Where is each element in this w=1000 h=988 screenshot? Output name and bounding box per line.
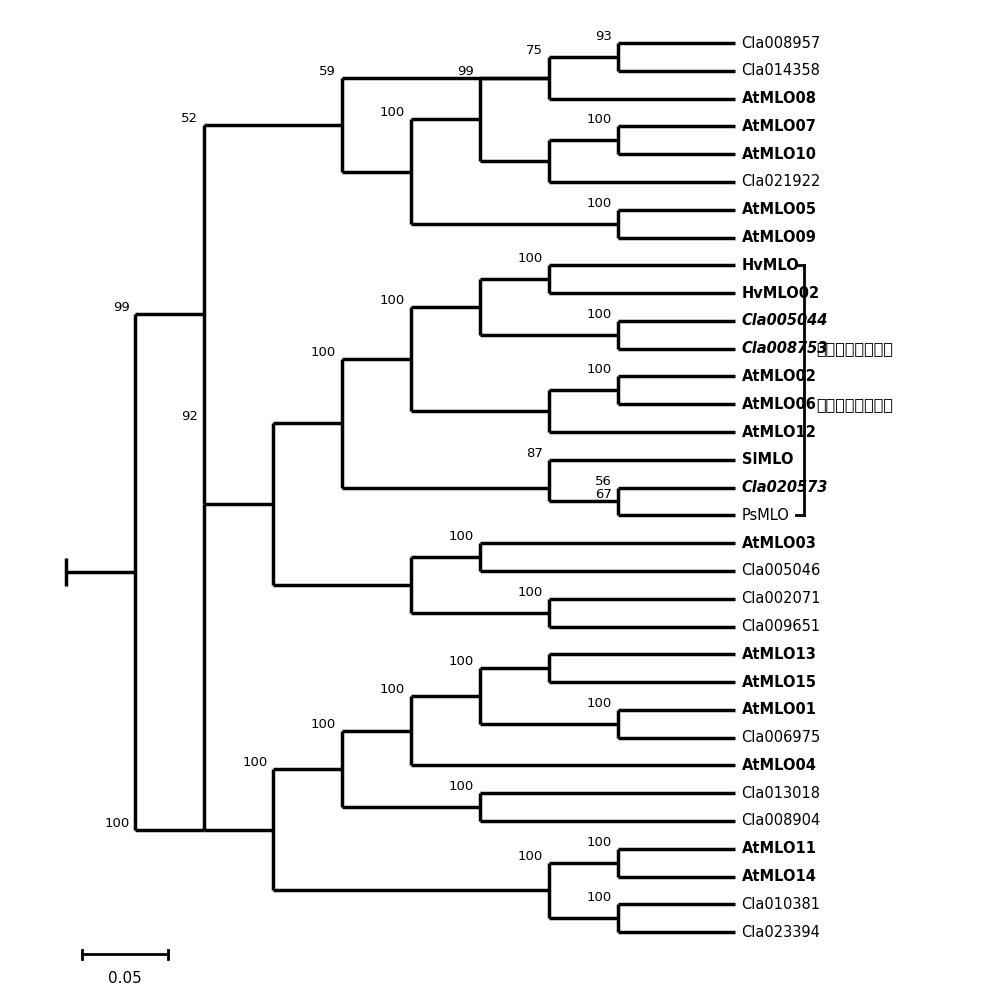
Text: 93: 93 (595, 30, 612, 43)
Text: 99: 99 (113, 301, 129, 314)
Text: AtMLO14: AtMLO14 (742, 869, 816, 884)
Text: 100: 100 (380, 294, 405, 307)
Text: AtMLO05: AtMLO05 (742, 203, 817, 217)
Text: 抗病基因特异区组: 抗病基因特异区组 (816, 397, 893, 412)
Text: 100: 100 (311, 717, 336, 731)
Text: HvMLO: HvMLO (742, 258, 799, 273)
Text: Cla006975: Cla006975 (742, 730, 821, 745)
Text: PsMLO: PsMLO (742, 508, 789, 523)
Text: 100: 100 (587, 114, 612, 126)
Text: AtMLO06: AtMLO06 (742, 397, 816, 412)
Text: AtMLO10: AtMLO10 (742, 146, 817, 162)
Text: Cla014358: Cla014358 (742, 63, 820, 78)
Text: Cla002071: Cla002071 (742, 591, 821, 607)
Text: 100: 100 (449, 531, 474, 543)
Text: 100: 100 (104, 817, 129, 830)
Text: AtMLO11: AtMLO11 (742, 841, 817, 857)
Text: Cla009651: Cla009651 (742, 619, 821, 634)
Text: 100: 100 (380, 107, 405, 120)
Text: 0.05: 0.05 (108, 971, 142, 986)
Text: AtMLO02: AtMLO02 (742, 369, 816, 384)
Text: AtMLO15: AtMLO15 (742, 675, 817, 690)
Text: Cla008957: Cla008957 (742, 36, 821, 50)
Text: 100: 100 (242, 756, 267, 769)
Text: 双子叶植物白粉病: 双子叶植物白粉病 (816, 341, 893, 356)
Text: AtMLO12: AtMLO12 (742, 425, 816, 440)
Text: AtMLO09: AtMLO09 (742, 230, 816, 245)
Text: 100: 100 (449, 655, 474, 668)
Text: AtMLO08: AtMLO08 (742, 91, 817, 106)
Text: Cla008753: Cla008753 (742, 341, 828, 356)
Text: 100: 100 (311, 346, 336, 359)
Text: 100: 100 (380, 683, 405, 696)
Text: AtMLO13: AtMLO13 (742, 647, 816, 662)
Text: 100: 100 (587, 891, 612, 904)
Text: Cla005044: Cla005044 (742, 313, 828, 328)
Text: 100: 100 (518, 850, 543, 863)
Text: 100: 100 (518, 586, 543, 599)
Text: Cla023394: Cla023394 (742, 925, 820, 940)
Text: 75: 75 (526, 43, 543, 57)
Text: AtMLO04: AtMLO04 (742, 758, 816, 773)
Text: 56: 56 (595, 474, 612, 488)
Text: Cla008904: Cla008904 (742, 813, 821, 829)
Text: 59: 59 (319, 65, 336, 78)
Text: 100: 100 (587, 836, 612, 849)
Text: 87: 87 (526, 447, 543, 459)
Text: Cla013018: Cla013018 (742, 785, 821, 800)
Text: 100: 100 (587, 364, 612, 376)
Text: SlMLO: SlMLO (742, 453, 793, 467)
Text: 100: 100 (587, 308, 612, 321)
Text: 100: 100 (518, 252, 543, 266)
Text: 100: 100 (587, 697, 612, 709)
Text: Cla021922: Cla021922 (742, 175, 821, 190)
Text: 100: 100 (587, 197, 612, 209)
Text: AtMLO03: AtMLO03 (742, 535, 816, 550)
Text: HvMLO02: HvMLO02 (742, 286, 820, 300)
Text: 52: 52 (181, 112, 198, 124)
Text: Cla005046: Cla005046 (742, 563, 821, 578)
Text: AtMLO01: AtMLO01 (742, 702, 817, 717)
Text: Cla020573: Cla020573 (742, 480, 828, 495)
Text: 92: 92 (182, 410, 198, 423)
Text: 100: 100 (449, 781, 474, 793)
Text: 67: 67 (595, 488, 612, 502)
Text: Cla010381: Cla010381 (742, 897, 821, 912)
Text: 99: 99 (457, 65, 474, 78)
Text: AtMLO07: AtMLO07 (742, 119, 816, 134)
